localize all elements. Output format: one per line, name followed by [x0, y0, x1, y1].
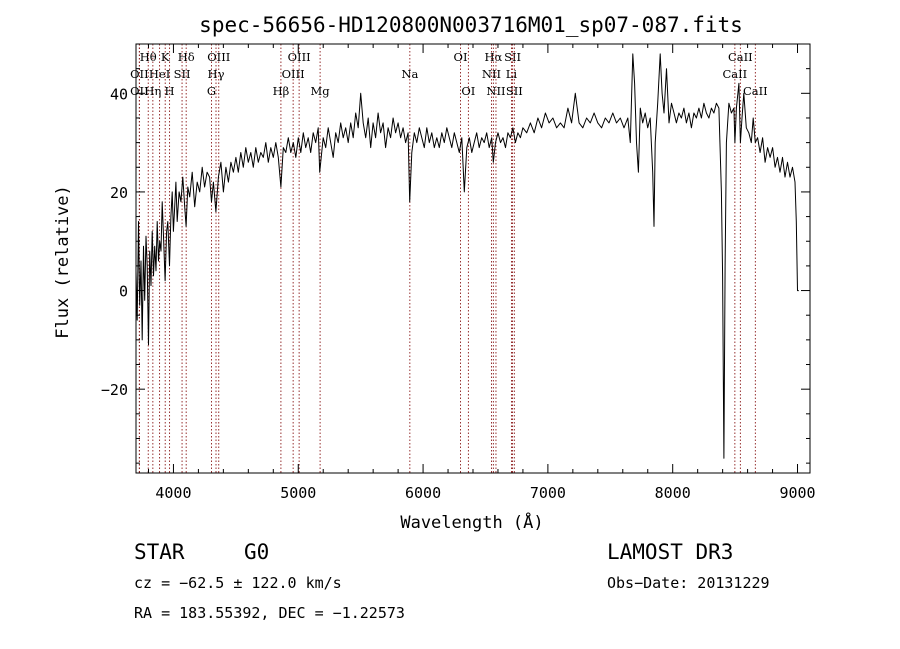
- marker-label-9: OIII: [207, 50, 230, 64]
- x-axis-label: Wavelength (Å): [400, 511, 543, 533]
- marker-label-8: Hδ: [178, 50, 195, 64]
- marker-label-22: Li: [506, 67, 518, 81]
- x-tick-label-1: 5000: [280, 484, 316, 502]
- axis-ticks: 4000 5000 6000 7000 8000 9000 −20 0 20 40: [101, 43, 816, 502]
- marker-label-3: K: [161, 50, 170, 64]
- marker-label-16: Na: [401, 67, 418, 81]
- x-tick-label-5: 9000: [779, 484, 815, 502]
- object-class: STAR: [134, 540, 185, 564]
- x-tick-label-4: 8000: [655, 484, 691, 502]
- marker-label-27: CaII: [743, 84, 768, 98]
- chart-title: spec-56656-HD120800N003716M01_sp07-087.f…: [199, 13, 743, 37]
- marker-label-21: NII: [482, 67, 501, 81]
- x-tick-label-2: 6000: [405, 484, 441, 502]
- y-axis-label: Flux (relative): [53, 185, 73, 339]
- y-tick-label-2: 20: [110, 184, 128, 202]
- marker-label-12: OIII: [288, 50, 311, 64]
- spectral-line-markers: Hθ OII OII K HeI Hη SII H Hδ OIII Hγ G OIII OIII Hβ Mg N…: [130, 44, 768, 473]
- coordinates-text: RA = 183.55392, DEC = −1.22573: [134, 604, 405, 622]
- x-tick-label-0: 4000: [155, 484, 191, 502]
- marker-label-26: CaII: [722, 67, 747, 81]
- plot-frame: [135, 43, 811, 474]
- marker-label-4: HeI: [149, 67, 170, 81]
- marker-label-5: Hη: [144, 84, 161, 98]
- marker-label-0: Hθ: [140, 50, 157, 64]
- marker-label-15: Mg: [311, 84, 331, 98]
- marker-label-13: OIII: [282, 67, 305, 81]
- redshift-text: cz = −62.5 ± 122.0 km/s: [134, 574, 342, 592]
- spectral-subclass: G0: [244, 540, 270, 564]
- y-tick-label-1: 0: [119, 283, 128, 301]
- marker-label-19: Hα: [484, 50, 502, 64]
- marker-label-7: H: [165, 84, 175, 98]
- marker-label-23: NII: [486, 84, 505, 98]
- marker-label-18: OI: [461, 84, 475, 98]
- marker-label-17: OI: [454, 50, 468, 64]
- spectrum-line: [135, 53, 799, 459]
- marker-label-14: Hβ: [273, 84, 290, 98]
- x-tick-label-3: 7000: [530, 484, 566, 502]
- marker-label-10: Hγ: [208, 67, 225, 81]
- spectrum-series: [135, 53, 799, 459]
- marker-label-2: OII: [130, 84, 149, 98]
- marker-label-6: SII: [174, 67, 191, 81]
- y-tick-label-0: −20: [101, 381, 128, 399]
- marker-label-20: SII: [504, 50, 521, 64]
- marker-label-1: OII: [130, 67, 149, 81]
- obs-date: Obs−Date: 20131229: [607, 574, 770, 592]
- marker-label-11: G: [207, 84, 216, 98]
- y-tick-label-3: 40: [110, 85, 128, 103]
- marker-label-25: CaII: [728, 50, 753, 64]
- marker-label-24: SII: [506, 84, 523, 98]
- survey-name: LAMOST DR3: [607, 540, 734, 564]
